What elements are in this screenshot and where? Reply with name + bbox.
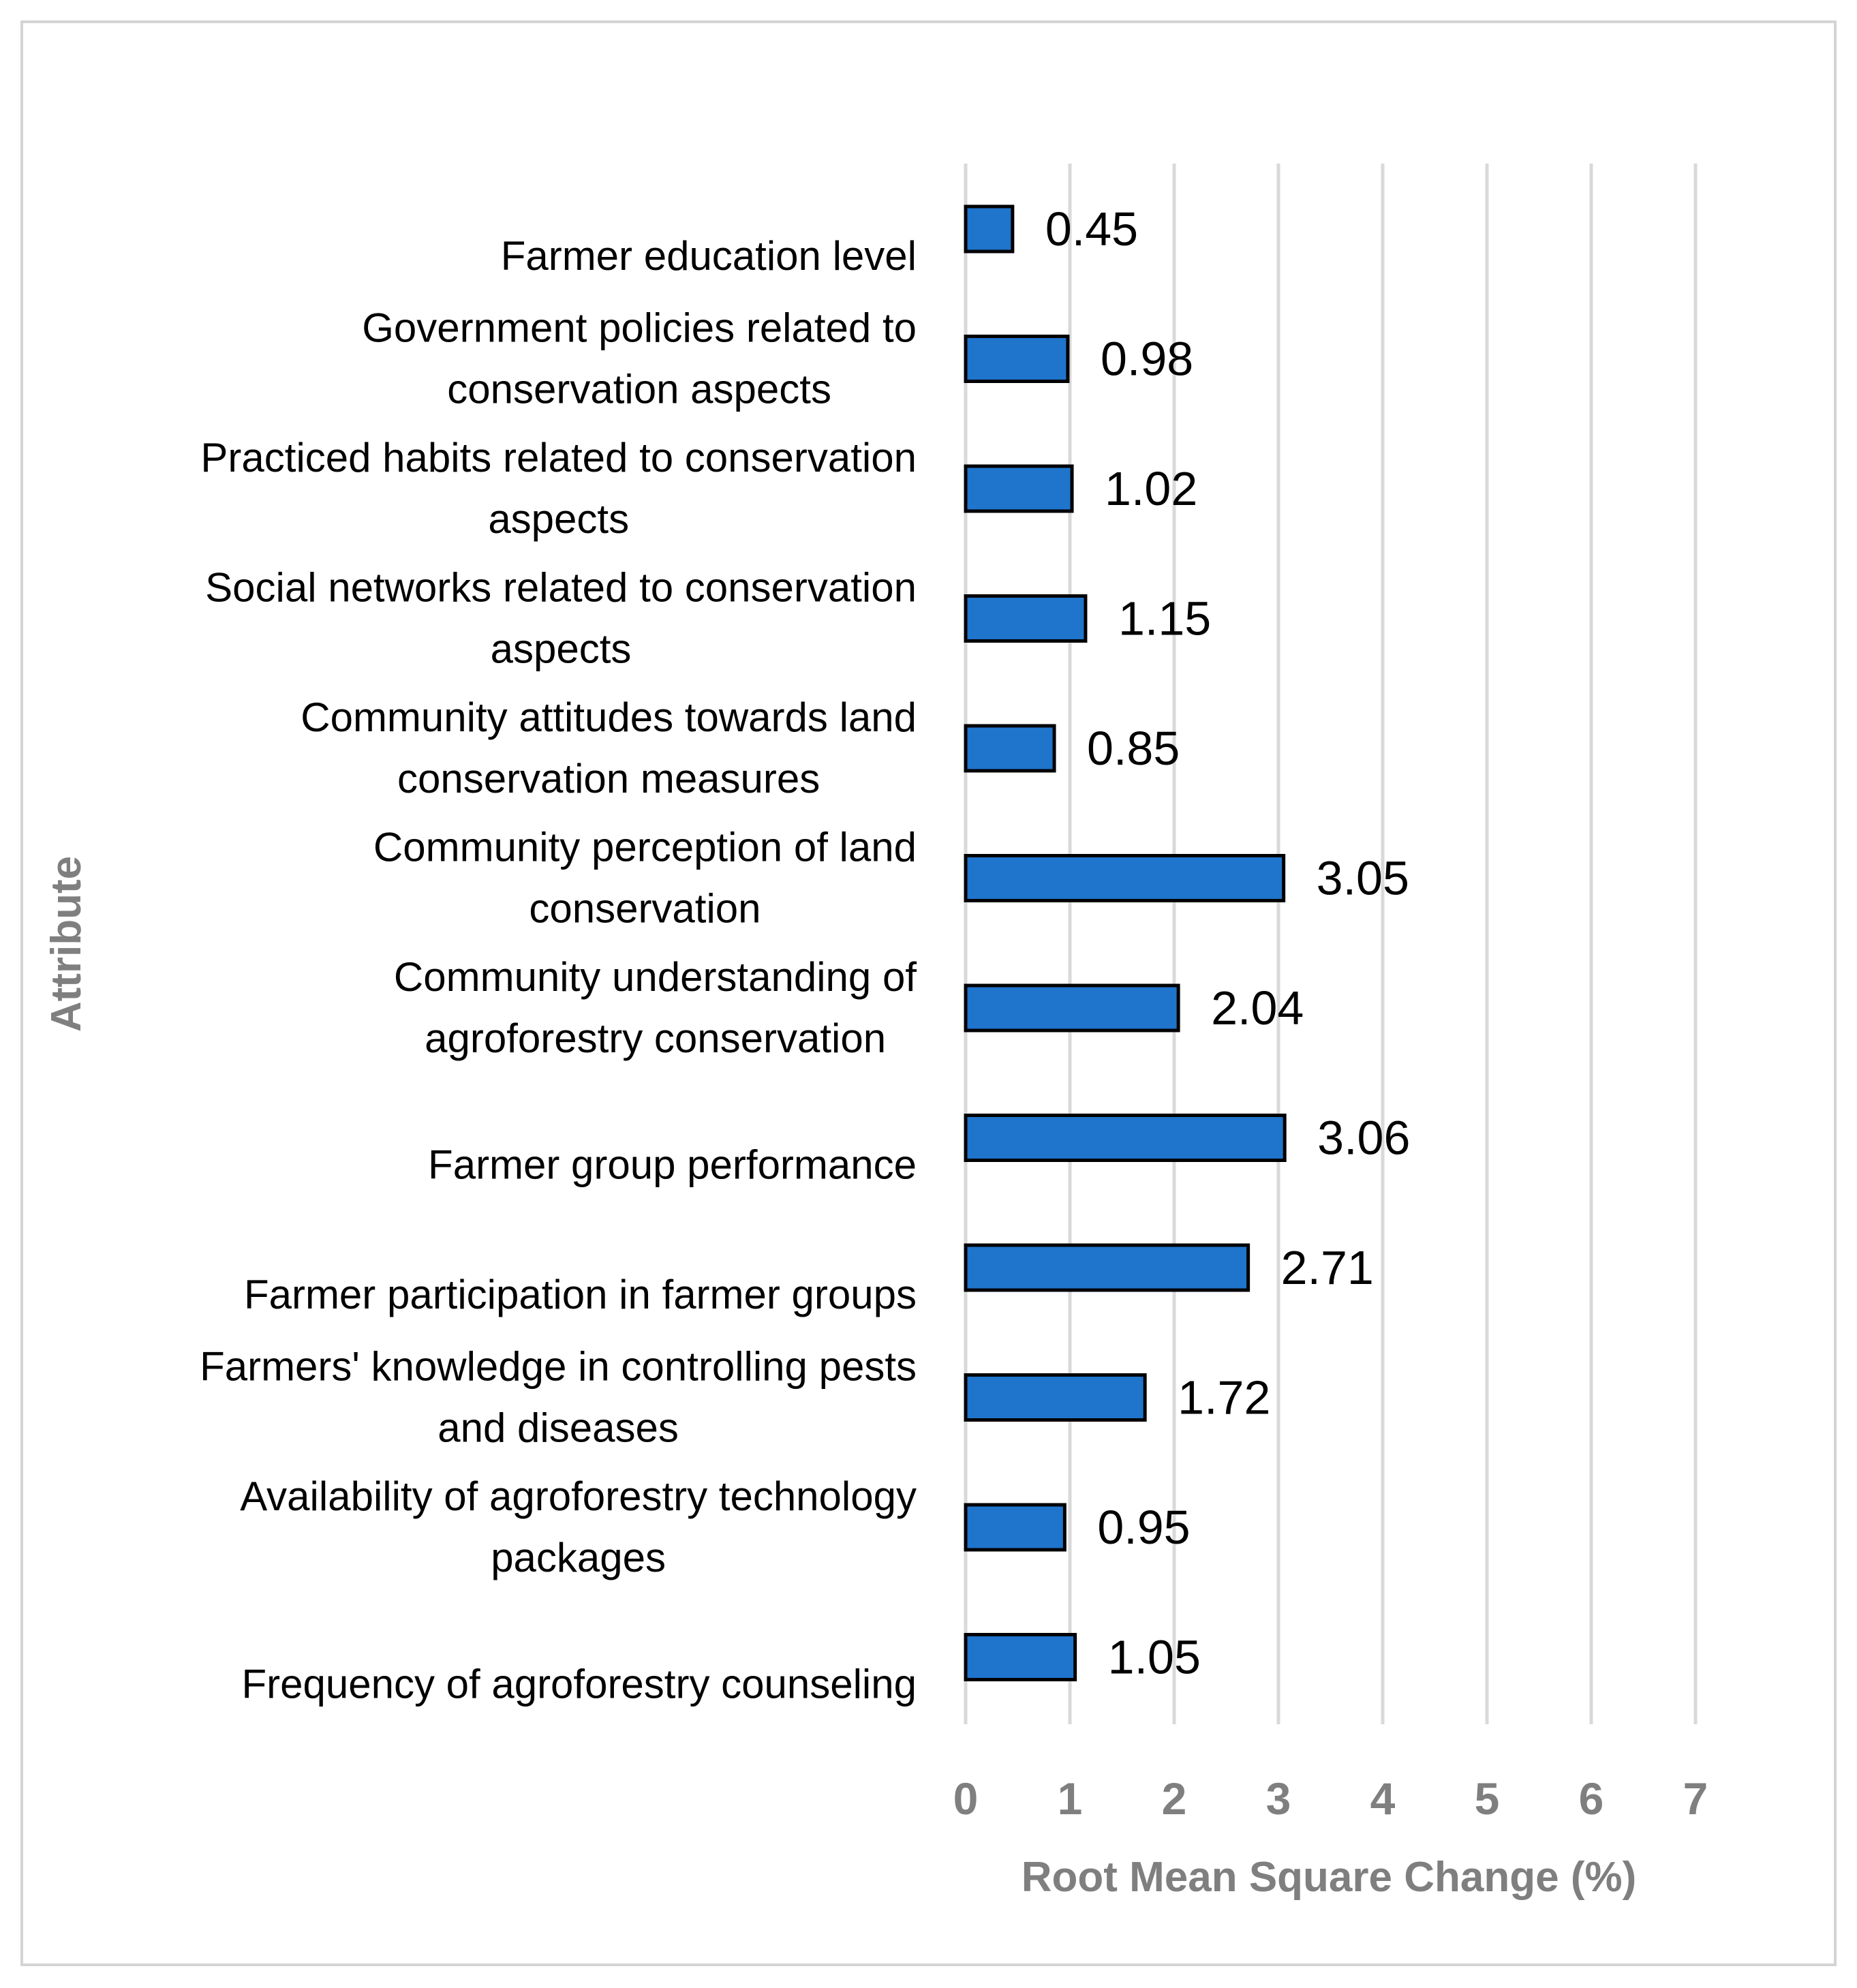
data-label: 2.04 <box>1211 981 1304 1035</box>
category-label-line: Availability of agroforestry technology <box>240 1473 917 1519</box>
data-label: 0.45 <box>1045 202 1138 256</box>
data-label: 0.85 <box>1087 722 1180 775</box>
category-label: Availability of agroforestry technology p… <box>240 1473 917 1580</box>
category-label-line: Farmer participation in farmer groups <box>244 1272 917 1317</box>
category-label-line: aspects <box>488 496 629 542</box>
bar <box>964 594 1088 643</box>
x-tick-label: 3 <box>1266 1773 1291 1824</box>
x-tick-label: 4 <box>1370 1773 1396 1824</box>
data-label: 3.05 <box>1317 852 1409 905</box>
category-label: Social networks related to conservation a… <box>205 565 917 672</box>
x-tick-label: 2 <box>1162 1773 1187 1824</box>
bars <box>964 204 1287 1681</box>
category-label-line: conservation measures <box>397 756 820 801</box>
category-label: Farmers' knowledge in controlling pests a… <box>200 1344 917 1451</box>
bar <box>964 1633 1077 1681</box>
category-label-line: aspects <box>491 626 632 672</box>
category-label: Frequency of agroforestry counseling <box>241 1662 917 1707</box>
x-axis-title: Root Mean Square Change (%) <box>1022 1854 1637 1901</box>
category-labels: Farmer education level Government policie… <box>200 233 917 1707</box>
x-tick-label: 7 <box>1683 1773 1708 1824</box>
category-label-line: packages <box>491 1535 666 1580</box>
category-label: Community perception of land conservation <box>373 825 917 932</box>
data-label: 1.02 <box>1105 462 1197 515</box>
category-label-line: Community understanding of <box>394 954 917 1000</box>
bar <box>964 854 1286 902</box>
category-label-line: Community perception of land <box>373 825 917 870</box>
bar <box>964 204 1015 254</box>
category-label: Farmer group performance <box>428 1142 917 1188</box>
data-label: 0.98 <box>1101 333 1193 386</box>
category-label-line: conservation aspects <box>447 367 831 412</box>
category-label-line: Frequency of agroforestry counseling <box>241 1662 917 1707</box>
x-tick-label: 6 <box>1579 1773 1604 1824</box>
bar <box>964 1503 1066 1552</box>
bar <box>964 1114 1287 1162</box>
category-label: Farmer education level <box>501 233 917 279</box>
x-tick-label: 0 <box>953 1773 979 1824</box>
bar <box>964 724 1056 773</box>
data-label: 2.71 <box>1281 1241 1374 1294</box>
category-label: Farmer participation in farmer groups <box>244 1272 917 1317</box>
x-tick-label: 5 <box>1475 1773 1500 1824</box>
data-labels: 0.45 0.98 1.02 1.15 0.85 3.05 2.04 3.06 2.71 1.72… <box>1045 202 1411 1684</box>
bar <box>964 983 1180 1033</box>
category-label: Community understanding of agroforestry c… <box>394 954 917 1061</box>
bar <box>964 335 1070 383</box>
category-label-line: Social networks related to conservation <box>205 565 917 611</box>
category-label: Community attitudes towards land conserva… <box>301 694 917 801</box>
category-label-line: Farmer group performance <box>428 1142 917 1188</box>
category-label-line: and diseases <box>438 1405 679 1451</box>
category-label-line: Practiced habits related to conservation <box>200 435 917 480</box>
data-label: 0.95 <box>1097 1501 1190 1554</box>
category-label: Government policies related to conservati… <box>362 305 917 412</box>
bar <box>964 1243 1250 1292</box>
category-label-line: Community attitudes towards land <box>301 694 917 740</box>
data-label: 3.06 <box>1317 1112 1410 1165</box>
category-label-line: Farmer education level <box>501 233 917 279</box>
category-label-line: Farmers' knowledge in controlling pests <box>200 1344 917 1390</box>
data-label: 1.05 <box>1108 1631 1201 1684</box>
x-tick-label: 1 <box>1058 1773 1083 1824</box>
x-axis-ticks: 0 1 2 3 4 5 6 7 <box>953 1773 1708 1824</box>
data-label: 1.72 <box>1178 1371 1270 1424</box>
category-label: Practiced habits related to conservation… <box>200 435 917 542</box>
category-label-line: conservation <box>529 886 761 932</box>
category-label-line: agroforestry conservation <box>425 1015 886 1061</box>
category-label-line: Government policies related to <box>362 305 917 351</box>
bar <box>964 464 1074 513</box>
y-axis-title: Attribute <box>43 856 90 1032</box>
gridlines <box>964 164 1698 1724</box>
chart-frame <box>20 20 1837 1966</box>
data-label: 1.15 <box>1118 592 1211 645</box>
bar <box>964 1373 1147 1422</box>
